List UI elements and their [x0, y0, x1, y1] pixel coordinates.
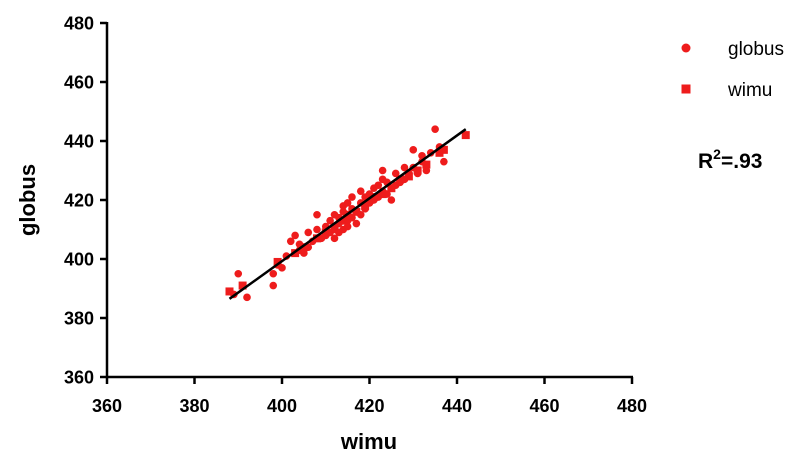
- point-globus: [269, 269, 278, 278]
- x-tick-label: 420: [354, 396, 384, 416]
- legend-label-wimu: wimu: [727, 80, 772, 101]
- point-globus: [400, 163, 409, 172]
- point-globus: [291, 231, 299, 240]
- r-squared-value: =.93: [721, 150, 762, 173]
- point-wimu: [273, 257, 282, 266]
- point-globus: [409, 146, 418, 154]
- y-tick-label: 440: [64, 132, 94, 152]
- r-squared-superscript: 2: [713, 146, 721, 162]
- point-wimu: [361, 201, 370, 210]
- legend-marker-wimu: [681, 84, 691, 94]
- point-wimu: [396, 175, 405, 184]
- point-globus: [326, 216, 334, 225]
- legend: globus wimu: [681, 39, 784, 101]
- x-tick-label: 440: [442, 396, 472, 416]
- legend-label-globus: globus: [728, 39, 784, 60]
- r-squared-base: R: [698, 150, 713, 173]
- point-wimu: [339, 216, 348, 225]
- regression-line: [228, 128, 467, 300]
- y-tick-label: 460: [64, 73, 94, 93]
- point-globus: [269, 281, 278, 290]
- x-tick-label: 400: [267, 396, 297, 416]
- y-tick-label: 360: [64, 368, 94, 388]
- point-wimu: [461, 131, 470, 140]
- point-globus: [234, 269, 243, 278]
- point-wimu: [365, 196, 374, 204]
- point-globus: [330, 234, 339, 243]
- data-points: [225, 125, 470, 302]
- point-globus: [304, 228, 313, 237]
- r-squared-annotation: R2=.93: [698, 146, 762, 173]
- point-wimu: [321, 228, 330, 237]
- point-wimu: [352, 207, 361, 216]
- point-globus: [440, 157, 448, 166]
- y-axis-title: globus: [15, 164, 40, 236]
- point-globus: [378, 166, 387, 175]
- point-globus: [356, 187, 365, 195]
- point-globus: [352, 219, 361, 228]
- y-axis: 360 380 400 420 440 460 480: [64, 14, 109, 388]
- point-globus: [431, 125, 439, 133]
- point-globus: [313, 210, 321, 219]
- y-tick-label: 400: [64, 250, 94, 270]
- point-wimu: [387, 184, 396, 193]
- y-tick-label: 420: [64, 191, 94, 211]
- point-wimu: [422, 160, 431, 169]
- y-tick-label: 380: [64, 309, 94, 329]
- point-wimu: [238, 281, 247, 290]
- point-globus: [243, 293, 251, 302]
- point-globus: [418, 151, 426, 160]
- x-axis: 360 380 400 420 440 460 480: [92, 375, 647, 416]
- x-axis-title: wimu: [340, 429, 397, 454]
- point-wimu: [378, 190, 387, 199]
- point-wimu: [404, 172, 413, 181]
- point-globus: [374, 181, 383, 190]
- point-globus: [286, 237, 295, 246]
- point-wimu: [299, 243, 308, 252]
- point-wimu: [313, 234, 321, 243]
- point-wimu: [225, 287, 234, 296]
- x-tick-label: 380: [179, 396, 209, 416]
- point-wimu: [439, 145, 448, 154]
- point-globus: [387, 196, 396, 204]
- point-wimu: [413, 166, 422, 175]
- legend-marker-globus: [681, 43, 691, 53]
- point-wimu: [369, 193, 378, 202]
- x-tick-label: 480: [617, 396, 647, 416]
- point-globus: [313, 225, 321, 234]
- point-wimu: [330, 222, 339, 231]
- y-tick-label: 480: [64, 14, 94, 34]
- x-tick-label: 460: [529, 396, 559, 416]
- point-wimu: [435, 148, 444, 157]
- x-tick-label: 360: [92, 396, 122, 416]
- point-globus: [343, 199, 352, 207]
- point-globus: [348, 193, 356, 201]
